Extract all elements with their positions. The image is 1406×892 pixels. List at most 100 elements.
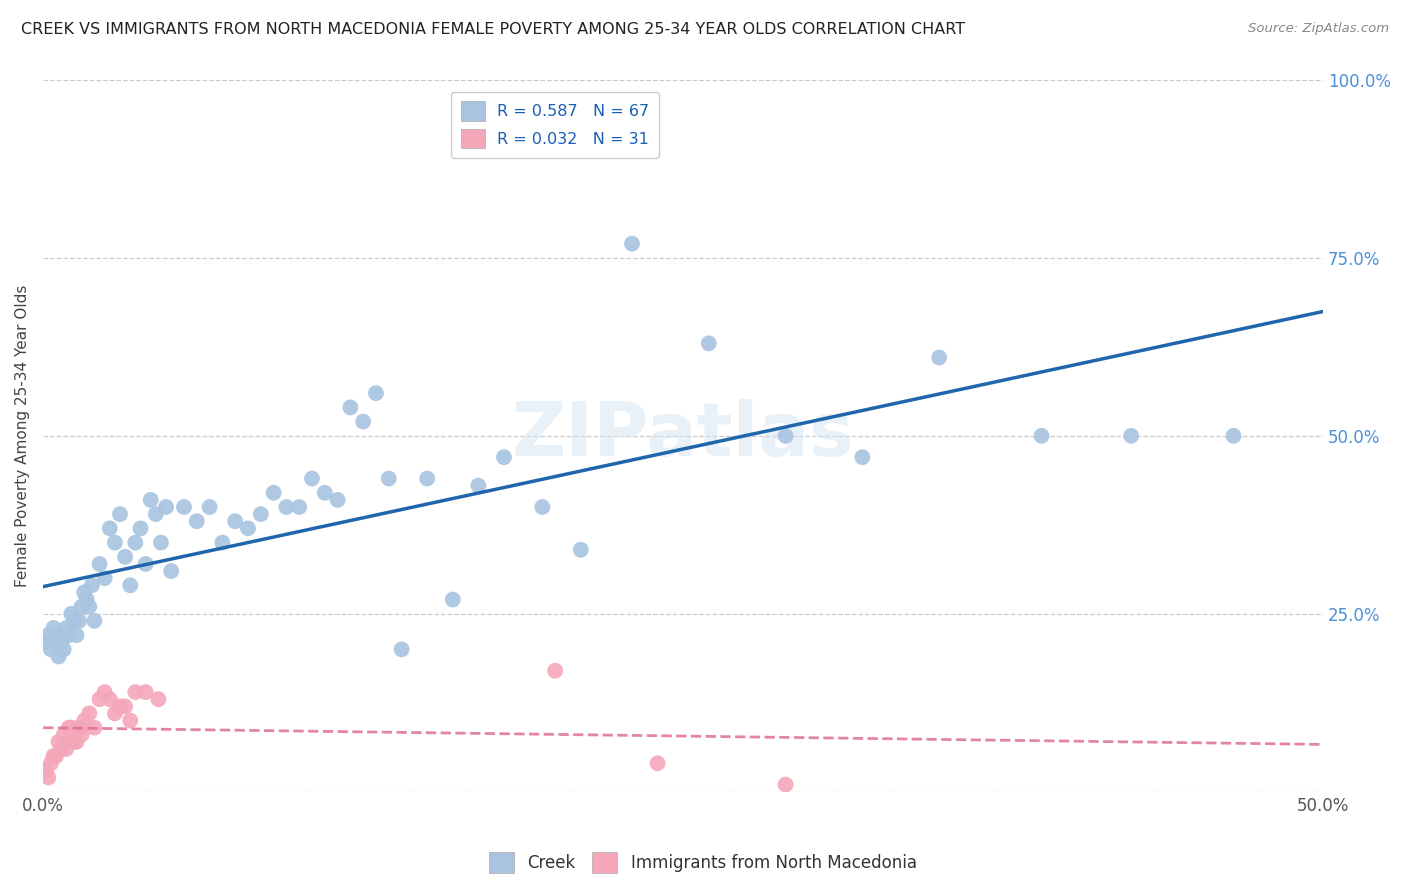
Point	[249, 507, 271, 521]
Point	[441, 592, 464, 607]
Point	[160, 564, 183, 578]
Point	[42, 621, 65, 635]
Point	[55, 621, 77, 635]
Point	[104, 706, 127, 721]
Point	[326, 492, 349, 507]
Point	[263, 485, 285, 500]
Point	[39, 756, 62, 771]
Point	[89, 557, 111, 571]
Point	[314, 485, 336, 500]
Point	[52, 728, 75, 742]
Point	[224, 514, 246, 528]
Point	[288, 500, 311, 514]
Point	[928, 351, 950, 365]
Point	[63, 614, 86, 628]
Point	[114, 699, 136, 714]
Point	[569, 542, 592, 557]
Point	[80, 578, 103, 592]
Point	[155, 500, 177, 514]
Point	[211, 535, 233, 549]
Point	[135, 685, 157, 699]
Point	[45, 628, 67, 642]
Point	[48, 735, 70, 749]
Point	[39, 642, 62, 657]
Point	[120, 578, 142, 592]
Point	[98, 692, 121, 706]
Point	[775, 778, 797, 792]
Point	[416, 471, 439, 485]
Point	[149, 535, 172, 549]
Point	[352, 415, 374, 429]
Point	[35, 635, 58, 649]
Point	[76, 592, 98, 607]
Point	[65, 628, 87, 642]
Text: Source: ZipAtlas.com: Source: ZipAtlas.com	[1249, 22, 1389, 36]
Point	[77, 706, 100, 721]
Point	[104, 535, 127, 549]
Point	[35, 764, 58, 778]
Point	[65, 735, 87, 749]
Point	[236, 521, 259, 535]
Point	[647, 756, 669, 771]
Text: ZIPatlas: ZIPatlas	[512, 400, 855, 473]
Point	[63, 735, 86, 749]
Point	[467, 478, 489, 492]
Point	[492, 450, 515, 465]
Point	[55, 742, 77, 756]
Point	[1121, 429, 1143, 443]
Y-axis label: Female Poverty Among 25-34 Year Olds: Female Poverty Among 25-34 Year Olds	[15, 285, 30, 587]
Point	[391, 642, 413, 657]
Point	[1222, 429, 1244, 443]
Point	[145, 507, 167, 521]
Point	[89, 692, 111, 706]
Point	[98, 521, 121, 535]
Text: CREEK VS IMMIGRANTS FROM NORTH MACEDONIA FEMALE POVERTY AMONG 25-34 YEAR OLDS CO: CREEK VS IMMIGRANTS FROM NORTH MACEDONIA…	[21, 22, 965, 37]
Point	[186, 514, 208, 528]
Point	[851, 450, 873, 465]
Point	[364, 386, 387, 401]
Point	[120, 714, 142, 728]
Point	[67, 721, 90, 735]
Point	[93, 685, 115, 699]
Point	[37, 628, 59, 642]
Point	[124, 685, 146, 699]
Point	[697, 336, 720, 351]
Point	[775, 429, 797, 443]
Point	[378, 471, 401, 485]
Point	[531, 500, 554, 514]
Point	[70, 599, 93, 614]
Point	[37, 771, 59, 785]
Point	[139, 492, 162, 507]
Point	[48, 649, 70, 664]
Point	[135, 557, 157, 571]
Point	[339, 401, 361, 415]
Point	[1031, 429, 1053, 443]
Point	[83, 614, 105, 628]
Point	[129, 521, 152, 535]
Point	[544, 664, 567, 678]
Legend: Creek, Immigrants from North Macedonia: Creek, Immigrants from North Macedonia	[482, 846, 924, 880]
Point	[77, 599, 100, 614]
Point	[93, 571, 115, 585]
Point	[52, 642, 75, 657]
Point	[198, 500, 221, 514]
Point	[301, 471, 323, 485]
Point	[67, 614, 90, 628]
Point	[148, 692, 170, 706]
Point	[124, 535, 146, 549]
Point	[49, 635, 72, 649]
Point	[58, 628, 80, 642]
Point	[108, 507, 131, 521]
Legend: R = 0.587   N = 67, R = 0.032   N = 31: R = 0.587 N = 67, R = 0.032 N = 31	[451, 92, 659, 158]
Point	[60, 607, 83, 621]
Point	[49, 742, 72, 756]
Point	[70, 728, 93, 742]
Point	[276, 500, 298, 514]
Point	[114, 549, 136, 564]
Point	[45, 749, 67, 764]
Point	[83, 721, 105, 735]
Point	[173, 500, 195, 514]
Point	[42, 749, 65, 764]
Point	[73, 585, 96, 599]
Point	[73, 714, 96, 728]
